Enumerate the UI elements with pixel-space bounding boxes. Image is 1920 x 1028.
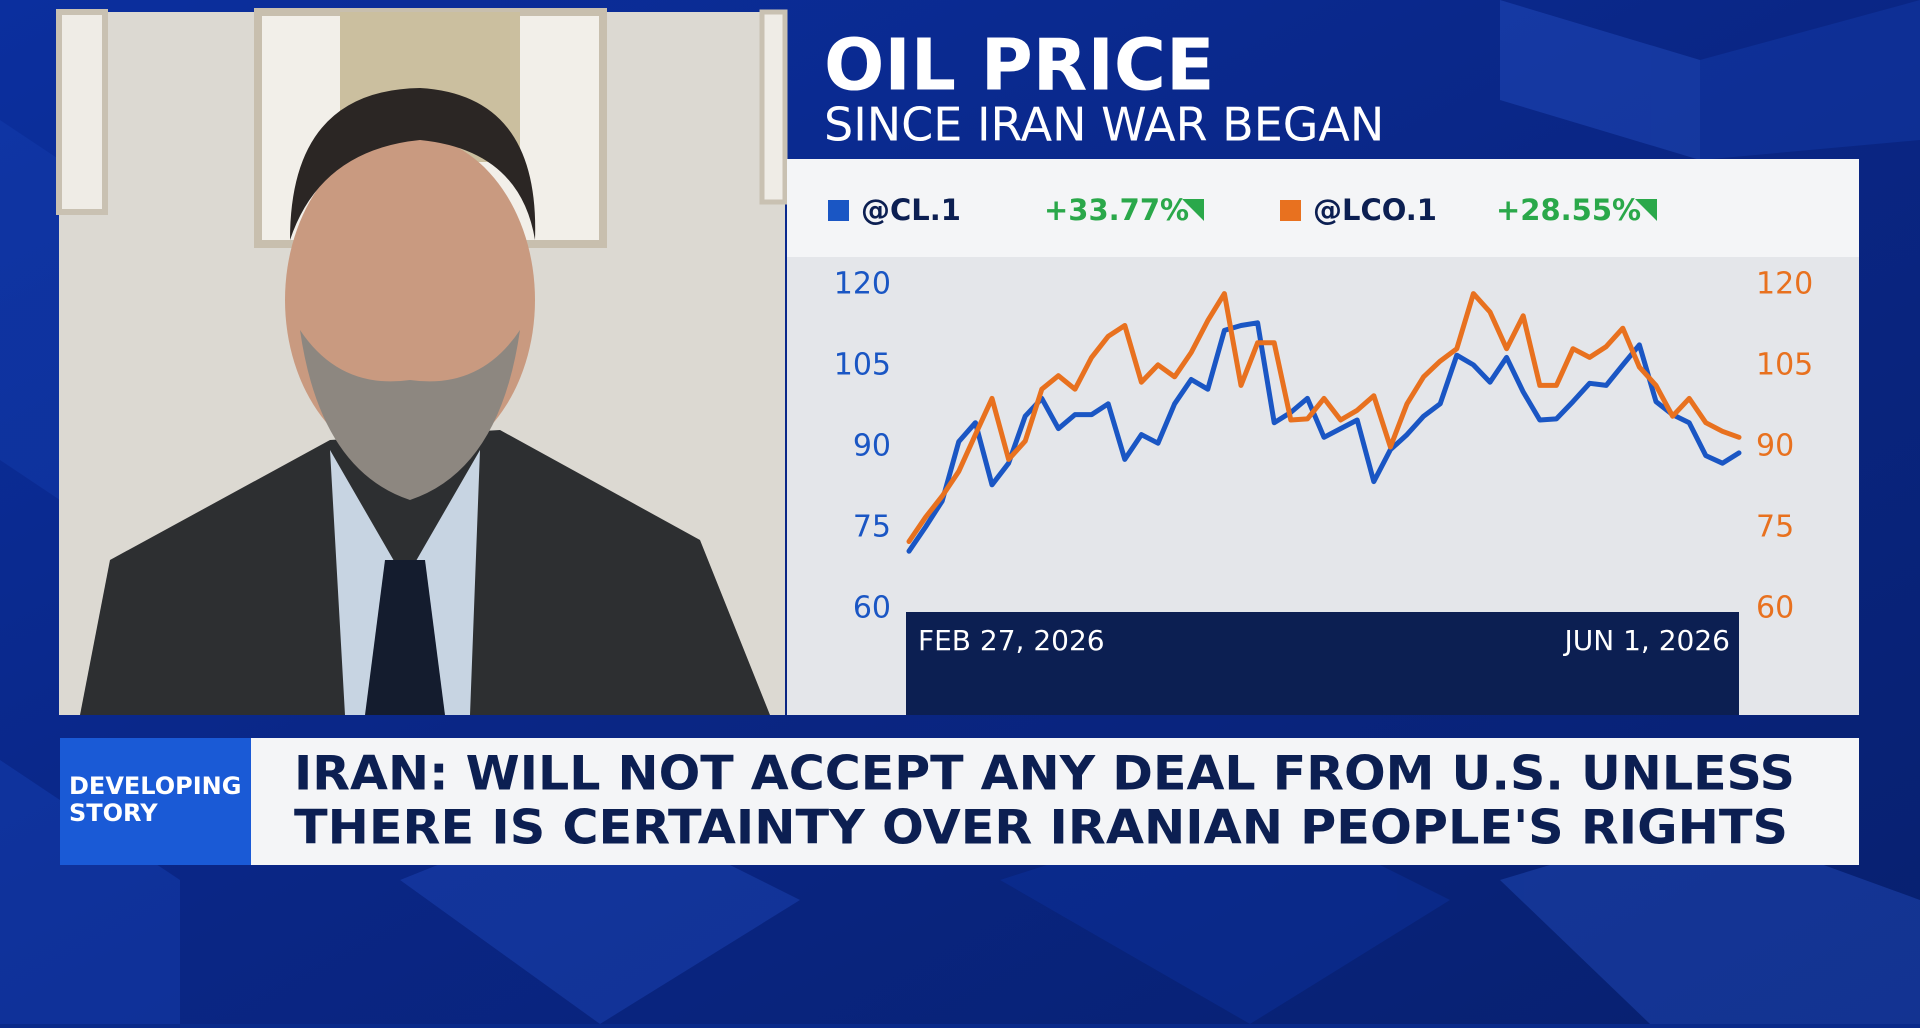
y2-tick-label: 90 (1756, 429, 1794, 464)
beard (300, 330, 520, 500)
headline-box (251, 738, 1859, 865)
legend-change: +28.55% (1496, 193, 1641, 227)
y-tick-label: 75 (853, 510, 891, 545)
legend-change: +33.77% (1044, 193, 1189, 227)
y2-tick-label: 75 (1756, 510, 1794, 545)
legend-label: @CL.1 (861, 193, 961, 227)
chart-title: OIL PRICE (824, 24, 1214, 107)
tag-text: STORY (69, 799, 158, 827)
headline: THERE IS CERTAINTY OVER IRANIAN PEOPLE'S… (294, 801, 1788, 856)
series-line (906, 320, 1742, 554)
y2-tick-label: 60 (1756, 591, 1794, 626)
date-bar (906, 612, 1739, 715)
legend-strip (787, 159, 1859, 257)
chart-subtitle: SINCE IRAN WAR BEGAN (824, 98, 1384, 152)
video-feed (56, 8, 788, 715)
x-tick-label: JUN 1, 2026 (1563, 624, 1730, 657)
y-tick-label: 90 (853, 429, 891, 464)
y2-tick-label: 105 (1756, 348, 1813, 383)
change-arrow (1635, 199, 1657, 221)
headline: IRAN: WILL NOT ACCEPT ANY DEAL FROM U.S.… (294, 747, 1795, 802)
y2-tick-label: 120 (1756, 267, 1813, 302)
y-tick-label: 60 (853, 591, 891, 626)
legend-swatch (1280, 200, 1301, 221)
legend-swatch (828, 200, 849, 221)
frame (759, 9, 788, 205)
y-tick-label: 120 (834, 267, 891, 302)
y-tick-label: 105 (834, 348, 891, 383)
tag-text: DEVELOPING (69, 772, 241, 800)
change-arrow (1182, 199, 1204, 221)
frame (56, 9, 108, 215)
x-tick-label: FEB 27, 2026 (918, 624, 1105, 657)
series-line (906, 291, 1742, 544)
hair (290, 88, 536, 240)
legend-label: @LCO.1 (1313, 193, 1437, 227)
tie (365, 560, 445, 715)
tag-box (60, 738, 251, 865)
